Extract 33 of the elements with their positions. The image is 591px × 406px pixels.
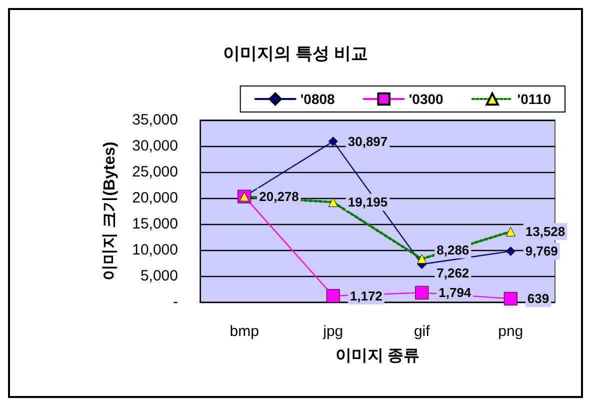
point [415,286,429,300]
data-label: 639 [527,291,550,306]
point [504,292,518,306]
y-tick-label: 5,000 [140,268,178,284]
chart-title: 이미지의 특성 비교 [222,44,368,63]
y-tick-label: - [173,294,178,310]
x-tick-label: png [498,323,524,340]
data-label: 1,172 [350,288,382,304]
x-tick-label: gif [414,323,431,340]
data-label: 19,195 [348,194,388,210]
y-tick-label: 10,000 [132,242,178,258]
data-label: 20,278 [259,189,299,204]
data-label: 8,286 [436,242,470,258]
y-tick-label: 30,000 [132,138,178,154]
legend-label: '0300 [408,91,444,107]
data-label: 1,794 [438,285,472,300]
point [326,289,340,303]
y-tick-label: 25,000 [132,164,178,180]
y-tick-label: 20,000 [132,190,178,206]
data-label: 30,897 [348,134,388,149]
y-tick-label: 35,000 [132,112,178,128]
data-label: 9,769 [525,244,558,259]
point [328,136,338,146]
legend-label: '0808 [300,91,336,107]
y-axis-title: 이미지 크기(Bytes) [102,142,118,280]
y-tick-label: 15,000 [132,216,178,232]
x-axis-title: 이미지 종류 [335,348,420,364]
x-tick-label: jpg [322,323,344,340]
x-tick-label: bmp [230,323,259,340]
legend-label: '0110 [517,91,552,107]
data-label: 13,528 [525,224,566,240]
data-label: 7,262 [436,266,470,281]
point [506,246,516,256]
